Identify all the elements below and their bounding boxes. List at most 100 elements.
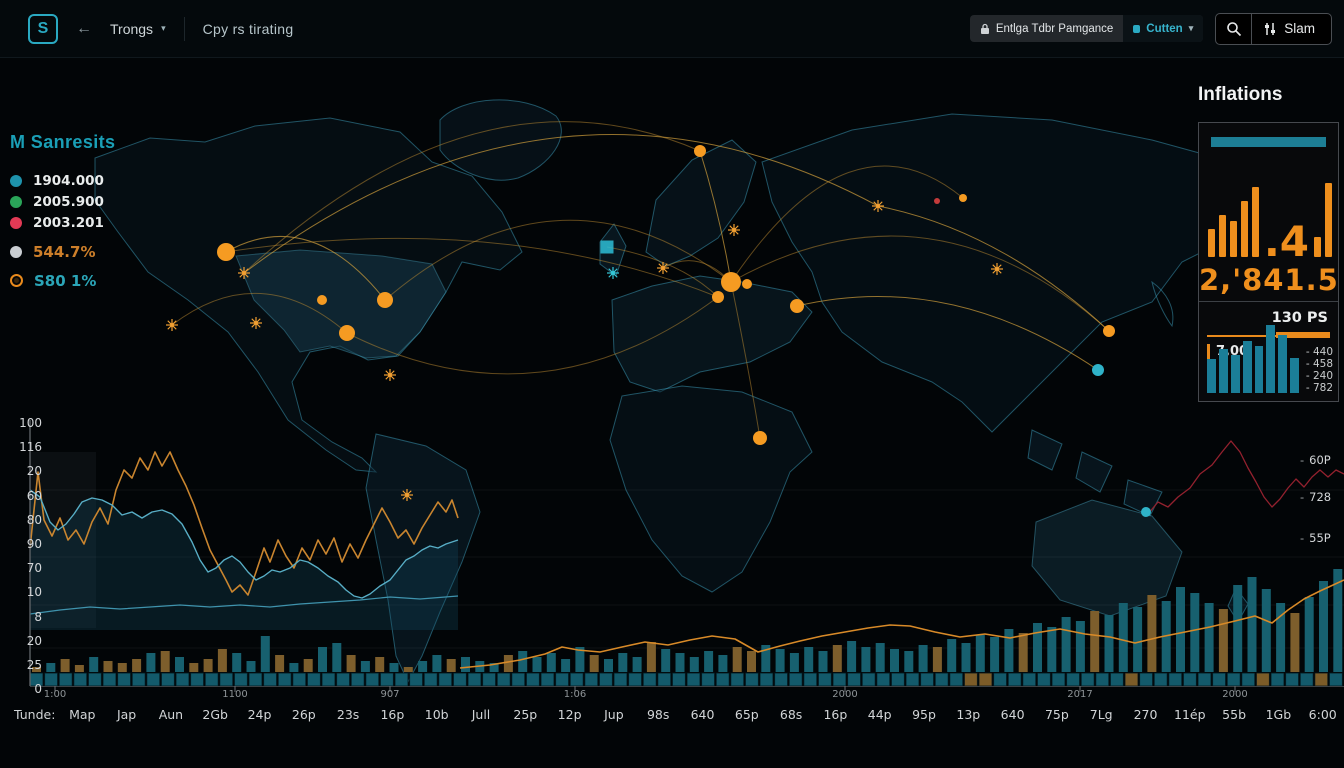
legend-dot-icon (10, 245, 22, 258)
legend-items: 1904.000 2005.900 2003.201 544.7% S80 1% (10, 172, 115, 290)
bar (1133, 607, 1143, 672)
bar (1018, 633, 1028, 672)
arc (606, 246, 719, 298)
bar (975, 635, 985, 672)
map-dot (742, 279, 752, 289)
bar (360, 661, 370, 672)
digit-bar (1251, 187, 1259, 257)
bar (532, 657, 542, 672)
digit-suffix: .4 (1263, 216, 1310, 266)
bar (747, 651, 756, 672)
bar (775, 649, 785, 672)
bar (46, 663, 56, 672)
app-logo-icon[interactable]: S (28, 13, 58, 44)
legend-item-label: 1904.000 (33, 172, 104, 189)
bar (847, 641, 857, 672)
bar (74, 665, 84, 672)
inflations-tick-label: - 240 (1305, 370, 1333, 382)
teal-area-fill (30, 490, 458, 630)
mini-bar (1254, 346, 1264, 393)
mini-bar (1218, 349, 1228, 393)
y-axis-label: 100 (19, 416, 42, 430)
slam-button[interactable]: Slam (1251, 12, 1332, 45)
status-dot-icon (1133, 24, 1141, 33)
map-dot (1103, 325, 1115, 337)
bar (1147, 595, 1157, 672)
bar (289, 663, 299, 672)
x-axis-label: 55b (1222, 707, 1247, 722)
bar (832, 645, 842, 672)
legend-title: M Sanresits (10, 132, 116, 152)
map-dot (339, 325, 355, 341)
bar (189, 663, 199, 672)
sub-axis-label: 1100 (222, 689, 248, 700)
bar (761, 645, 771, 672)
right-axis-label: -60P (1300, 453, 1331, 467)
sub-axis-label: 2000 (1222, 689, 1248, 700)
search-button[interactable] (1215, 12, 1252, 45)
digit-bar (1229, 221, 1237, 257)
legend-item-label: 544.7% (33, 242, 96, 261)
session-pill[interactable]: Entlga Tdbr Pamgance Cutten ▾ (969, 15, 1204, 42)
x-axis-label: 24p (247, 707, 272, 722)
inflations-tick-label: - 782 (1305, 382, 1333, 394)
x-axis-label: 16p (823, 707, 848, 722)
bar (1176, 587, 1185, 672)
bar (718, 655, 728, 672)
bar (332, 643, 342, 672)
bar (461, 657, 470, 672)
bar (117, 663, 127, 672)
inflations-orange-rule (1207, 332, 1330, 338)
x-axis-label: 640 (690, 707, 715, 722)
x-axis-label: 2Gb (202, 707, 228, 722)
legend-item-label: 2005.900 (33, 193, 104, 210)
digit-bar (1208, 229, 1215, 257)
bar (89, 657, 99, 672)
map-dot (377, 292, 393, 308)
session-dropdown[interactable]: Cutten ▾ (1123, 15, 1204, 42)
y-axis-label: 80 (26, 512, 42, 527)
series-orange-left (29, 451, 459, 596)
inflations-tick-labels: - 440- 458- 240- 782 (1305, 346, 1333, 394)
map-dot-teal (1141, 507, 1151, 517)
mini-bar (1230, 355, 1240, 393)
y-axis-label: 20 (26, 464, 42, 479)
chart-highlight-region (30, 452, 96, 628)
bar (503, 655, 513, 672)
y-axis-label: 10 (26, 585, 42, 600)
nav-menu-label: Trongs (110, 20, 154, 37)
bar (875, 643, 885, 672)
map-dot (694, 145, 706, 157)
series-teal-lower (29, 595, 459, 615)
x-axis-label: 11ép (1174, 707, 1206, 722)
series-teal-left (29, 489, 459, 599)
bar (418, 661, 428, 672)
arc (225, 237, 719, 298)
page-subtitle: Cpy rs tirating (202, 20, 294, 37)
x-axis-label: 98s (646, 707, 670, 722)
sub-axis-label: 1:06 (563, 689, 587, 700)
bar (990, 637, 1000, 672)
bar (1218, 609, 1228, 672)
bar (446, 659, 456, 672)
bar (203, 659, 213, 672)
nav-menu-trongs[interactable]: Trongs ▾ (110, 21, 166, 37)
arc (730, 281, 761, 439)
x-axis-label: Jup (604, 707, 624, 722)
mini-bar (1290, 358, 1299, 393)
x-axis-label: 6:00 (1308, 707, 1337, 722)
bar (689, 657, 699, 672)
series-red-right (1147, 440, 1344, 515)
inflations-card[interactable]: .4 2,'841.5 130 PS 7,00J - 440- 458- 240… (1198, 122, 1339, 402)
sub-axis-label: 2000 (832, 689, 858, 700)
x-axis-label: Map (69, 707, 96, 722)
timeline-band (29, 672, 1343, 687)
digit-bar (1218, 215, 1226, 257)
topbar-left: S ← Trongs ▾ Cpy rs tirating (0, 13, 294, 44)
inflations-tick-label: - 440 (1305, 346, 1333, 358)
bar (818, 651, 828, 672)
bar (561, 659, 571, 672)
back-button[interactable]: ← (76, 19, 92, 37)
arc (699, 150, 732, 283)
